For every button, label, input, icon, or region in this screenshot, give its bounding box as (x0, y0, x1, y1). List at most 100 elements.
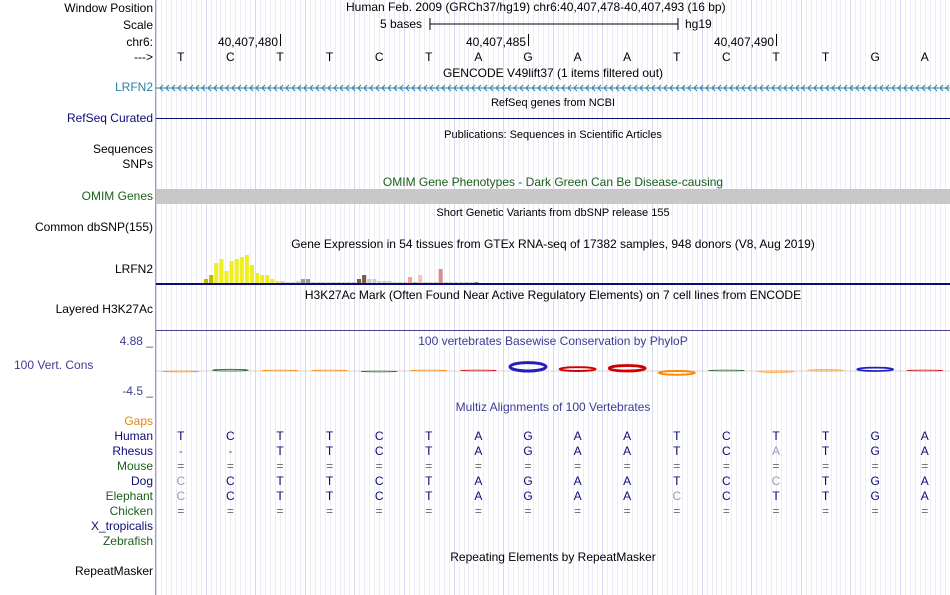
alignment-base: T (673, 444, 681, 458)
strand-chevron (867, 84, 872, 92)
base-grid-lines (156, 0, 946, 595)
gtex-tissue-bar (408, 277, 413, 283)
phylop-score-mark (261, 369, 299, 372)
strand-chevron (219, 84, 224, 92)
strand-chevron (609, 84, 614, 92)
gtex-tissue-bar (438, 269, 443, 283)
sequence-base: C (722, 50, 731, 64)
strand-chevron (513, 84, 518, 92)
strand-chevron (225, 84, 230, 92)
gtex-tissue-bar (346, 282, 351, 283)
alignment-base: A (920, 474, 929, 488)
strand-chevron (459, 84, 464, 92)
repeatmasker-track-label[interactable]: RepeatMasker (74, 564, 153, 578)
alignment-base: T (325, 474, 334, 488)
dbsnp-track-label[interactable]: Common dbSNP(155) (34, 220, 153, 234)
strand-chevron (231, 84, 236, 92)
gtex-tissue-bar (326, 282, 331, 283)
strand-chevron (927, 84, 932, 92)
strand-chevron (777, 84, 782, 92)
strand-chevron (819, 84, 824, 92)
alignment-base: T (821, 474, 830, 488)
browser-image-area[interactable]: Human Feb. 2009 (GRCh37/hg19) chr6:40,40… (156, 0, 950, 595)
alignment-base: = (375, 459, 383, 473)
alignment-base: T (325, 444, 334, 458)
alignment-base: T (325, 429, 334, 443)
strand-chevron (633, 84, 638, 92)
strand-chevron (897, 84, 902, 92)
strand-chevron (693, 84, 698, 92)
publications-snps-label[interactable]: SNPs (122, 157, 153, 171)
publications-sequences-label[interactable]: Sequences (92, 142, 153, 156)
alignment-base: T (276, 474, 284, 488)
label-divider (155, 0, 156, 595)
alignment-base: = (623, 459, 631, 473)
gtex-expression-chart[interactable] (156, 252, 950, 286)
strand-chevron (861, 84, 866, 92)
strand-chevron (249, 84, 254, 92)
gtex-tissue-bar (306, 279, 311, 283)
gtex-tissue-bar (469, 282, 474, 283)
gtex-tissue-bar (316, 282, 321, 283)
alignment-base: C (176, 489, 186, 503)
alignment-base: A (573, 429, 582, 443)
strand-chevron (489, 84, 494, 92)
scale-bar (429, 18, 679, 30)
alignment-base: A (573, 489, 582, 503)
sequence-base: C (374, 50, 384, 64)
gencode-gene-lrfn2[interactable] (156, 82, 950, 94)
strand-chevron (351, 84, 356, 92)
omim-phenotype-bar[interactable] (156, 189, 950, 204)
alignment-base: A (623, 429, 632, 443)
gencode-track-label[interactable]: LRFN2 (114, 80, 153, 94)
alignment-base: = (673, 504, 681, 518)
gtex-tissue-bar (249, 265, 254, 283)
strand-chevron (909, 84, 914, 92)
strand-chevron (831, 84, 836, 92)
strand-chevron (339, 84, 344, 92)
refseq-gene-line[interactable] (156, 118, 950, 119)
strand-chevron (195, 84, 200, 92)
alignment-base: A (623, 474, 632, 488)
strand-chevron (357, 84, 362, 92)
strand-chevron (621, 84, 626, 92)
phylop-score-mark (460, 369, 497, 372)
strand-chevron (501, 84, 506, 92)
gtex-tissue-bar (270, 279, 275, 283)
gtex-track-label[interactable]: LRFN2 (114, 262, 153, 276)
alignment-base: G (870, 444, 880, 458)
strand-chevron (873, 84, 878, 92)
alignment-base: G (523, 444, 533, 458)
strand-chevron (477, 84, 482, 92)
alignment-base: A (474, 429, 483, 443)
phylop-conservation-chart[interactable] (156, 350, 950, 395)
strand-chevron (507, 84, 512, 92)
ruler-tick-mark (528, 34, 529, 46)
gtex-tissue-bar (285, 282, 290, 283)
strand-chevron (921, 84, 926, 92)
strand-chevron (159, 84, 164, 92)
strand-chevron (789, 84, 794, 92)
omim-track-label[interactable]: OMIM Genes (81, 189, 153, 203)
strand-chevron (549, 84, 554, 92)
strand-chevron (723, 84, 728, 92)
strand-chevron (417, 84, 422, 92)
gtex-tissue-bar (397, 282, 402, 283)
alignment-base: T (325, 489, 334, 503)
alignment-base: = (822, 459, 830, 473)
refseq-track-label[interactable]: RefSeq Curated (66, 111, 153, 125)
strand-chevron (303, 84, 308, 92)
alignment-base: = (871, 459, 879, 473)
strand-chevron (327, 84, 332, 92)
strand-chevron (579, 84, 584, 92)
phylop-track-label[interactable]: 100 Vert. Cons (14, 358, 94, 372)
sequence-base: G (523, 50, 533, 64)
alignment-base: = (772, 504, 780, 518)
strand-chevron (519, 84, 524, 92)
h3k27ac-track-label[interactable]: Layered H3K27Ac (55, 302, 153, 316)
strand-chevron (399, 84, 404, 92)
strand-chevron (255, 84, 260, 92)
strand-chevron (531, 84, 536, 92)
strand-chevron (675, 84, 680, 92)
alignment-base: - (178, 444, 183, 458)
